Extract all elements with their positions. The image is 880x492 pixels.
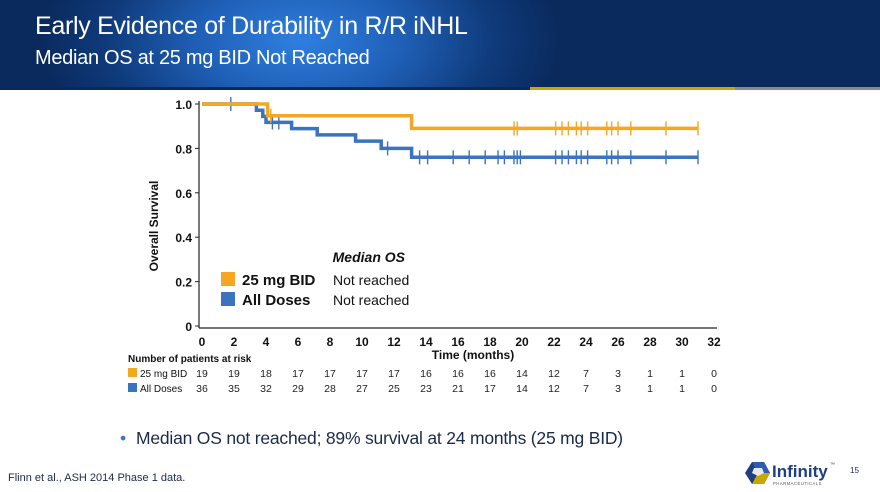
- risk-row-label: All Doses: [140, 384, 182, 395]
- header-rule-navy: [0, 87, 530, 90]
- risk-row-value: 35: [228, 383, 240, 395]
- logo-tagline: PHARMACEUTICALS: [773, 481, 822, 486]
- header-rule-gray: [735, 87, 880, 90]
- chart-axes: [198, 101, 717, 329]
- x-tick-label: 24: [579, 335, 593, 349]
- risk-row-value: 0: [711, 383, 717, 395]
- x-tick-label: 32: [707, 335, 721, 349]
- risk-row-value: 0: [711, 368, 717, 380]
- risk-row-value: 19: [196, 368, 208, 380]
- page-number: 15: [850, 466, 859, 475]
- bullet-dot-icon: •: [120, 428, 126, 448]
- risk-row-value: 1: [679, 383, 685, 395]
- risk-row-value: 3: [615, 368, 621, 380]
- risk-row-swatch: [128, 368, 137, 377]
- risk-row-value: 1: [647, 383, 653, 395]
- x-tick-label: 12: [387, 335, 401, 349]
- risk-row-value: 29: [292, 383, 304, 395]
- x-tick-label: 4: [263, 335, 270, 349]
- risk-row-value: 17: [388, 368, 400, 380]
- legend-header: Median OS: [333, 249, 406, 265]
- risk-row-value: 17: [356, 368, 368, 380]
- risk-row-value: 21: [452, 383, 464, 395]
- risk-row-value: 3: [615, 383, 621, 395]
- y-tick-label: 0: [185, 320, 192, 334]
- x-tick-label: 0: [199, 335, 206, 349]
- bullet-point: • Median OS not reached; 89% survival at …: [120, 428, 623, 449]
- y-tick-label: 0.6: [175, 187, 192, 201]
- risk-row-value: 17: [484, 383, 496, 395]
- company-logo: Infinity ™ PHARMACEUTICALS: [745, 462, 835, 486]
- header-rule-gold: [530, 87, 735, 90]
- legend-value-all: Not reached: [333, 292, 409, 308]
- logo-wordmark: Infinity: [772, 462, 828, 481]
- x-tick-label: 8: [327, 335, 334, 349]
- y-tick-label: 0.8: [175, 142, 192, 156]
- slide-subtitle: Median OS at 25 mg BID Not Reached: [35, 47, 370, 69]
- risk-row-value: 16: [484, 368, 496, 380]
- legend-label-25mg: 25 mg BID: [242, 272, 316, 289]
- x-axis-label: Time (months): [432, 348, 514, 362]
- risk-row-value: 7: [583, 383, 589, 395]
- y-tick-label: 0.2: [175, 276, 192, 290]
- x-tick-label: 22: [547, 335, 561, 349]
- legend-swatch-25mg: [221, 272, 235, 286]
- km-curve-25mg-bid: [202, 102, 698, 131]
- chart-legend: Median OS 25 mg BID Not reached All Dose…: [221, 249, 409, 309]
- legend-label-all: All Doses: [242, 292, 310, 309]
- risk-row-value: 27: [356, 383, 368, 395]
- y-tick-label: 1.0: [175, 98, 192, 112]
- risk-table: Number of patients at risk 25 mg BID 19 19…: [128, 354, 717, 395]
- risk-row-value: 17: [292, 368, 304, 380]
- x-tick-label: 20: [515, 335, 529, 349]
- logo-hexagon-icon: [745, 462, 770, 484]
- x-tick-label: 30: [675, 335, 689, 349]
- x-tick-label: 16: [451, 335, 465, 349]
- risk-row-value: 1: [647, 368, 653, 380]
- risk-table-title: Number of patients at risk: [128, 354, 252, 365]
- x-tick-label: 10: [355, 335, 369, 349]
- slide-title: Early Evidence of Durability in R/R iNHL: [35, 12, 468, 40]
- legend-swatch-all: [221, 292, 235, 306]
- x-tick-label: 26: [611, 335, 625, 349]
- slide-header: Early Evidence of Durability in R/R iNHL…: [0, 0, 880, 87]
- x-tick-label: 6: [295, 335, 302, 349]
- risk-row-value: 36: [196, 383, 208, 395]
- km-chart: 00.20.40.60.81.0 0 2 4 6 8 10 12 14 16 18 20 22 24 26…: [128, 97, 721, 395]
- risk-row-value: 32: [260, 383, 272, 395]
- risk-row-value: 19: [228, 368, 240, 380]
- y-axis-label: Overall Survival: [147, 181, 161, 272]
- x-tick-label: 14: [419, 335, 433, 349]
- x-tick-label: 18: [483, 335, 497, 349]
- risk-row-value: 16: [420, 368, 432, 380]
- x-tick-label: 2: [231, 335, 238, 349]
- risk-row-value: 12: [548, 368, 560, 380]
- footnote: Flinn et al., ASH 2014 Phase 1 data.: [8, 472, 186, 484]
- x-ticks: 0 2 4 6 8 10 12 14 16 18 20 22 24 26 28 30 32: [199, 335, 721, 349]
- y-tick-label: 0.4: [175, 231, 192, 245]
- risk-row-value: 16: [452, 368, 464, 380]
- risk-row-value: 25: [388, 383, 400, 395]
- risk-row-value: 23: [420, 383, 432, 395]
- logo-tm: ™: [830, 462, 835, 468]
- km-curve-all-doses: [202, 102, 698, 160]
- legend-value-25mg: Not reached: [333, 272, 409, 288]
- series-layer: [202, 97, 699, 165]
- risk-row-swatch: [128, 383, 137, 392]
- risk-row-value: 17: [324, 368, 336, 380]
- x-tick-label: 28: [643, 335, 657, 349]
- y-ticks: 0 0.2 0.4 0.6 0.8 1.0: [175, 98, 199, 334]
- risk-row-value: 7: [583, 368, 589, 380]
- risk-row-value: 28: [324, 383, 336, 395]
- risk-row-value: 1: [679, 368, 685, 380]
- risk-row-value: 12: [548, 383, 560, 395]
- bullet-text: Median OS not reached; 89% survival at 2…: [135, 428, 623, 448]
- risk-row-value: 14: [516, 383, 528, 395]
- risk-row-value: 18: [260, 368, 272, 380]
- risk-row-label: 25 mg BID: [140, 369, 187, 380]
- risk-row-value: 14: [516, 368, 528, 380]
